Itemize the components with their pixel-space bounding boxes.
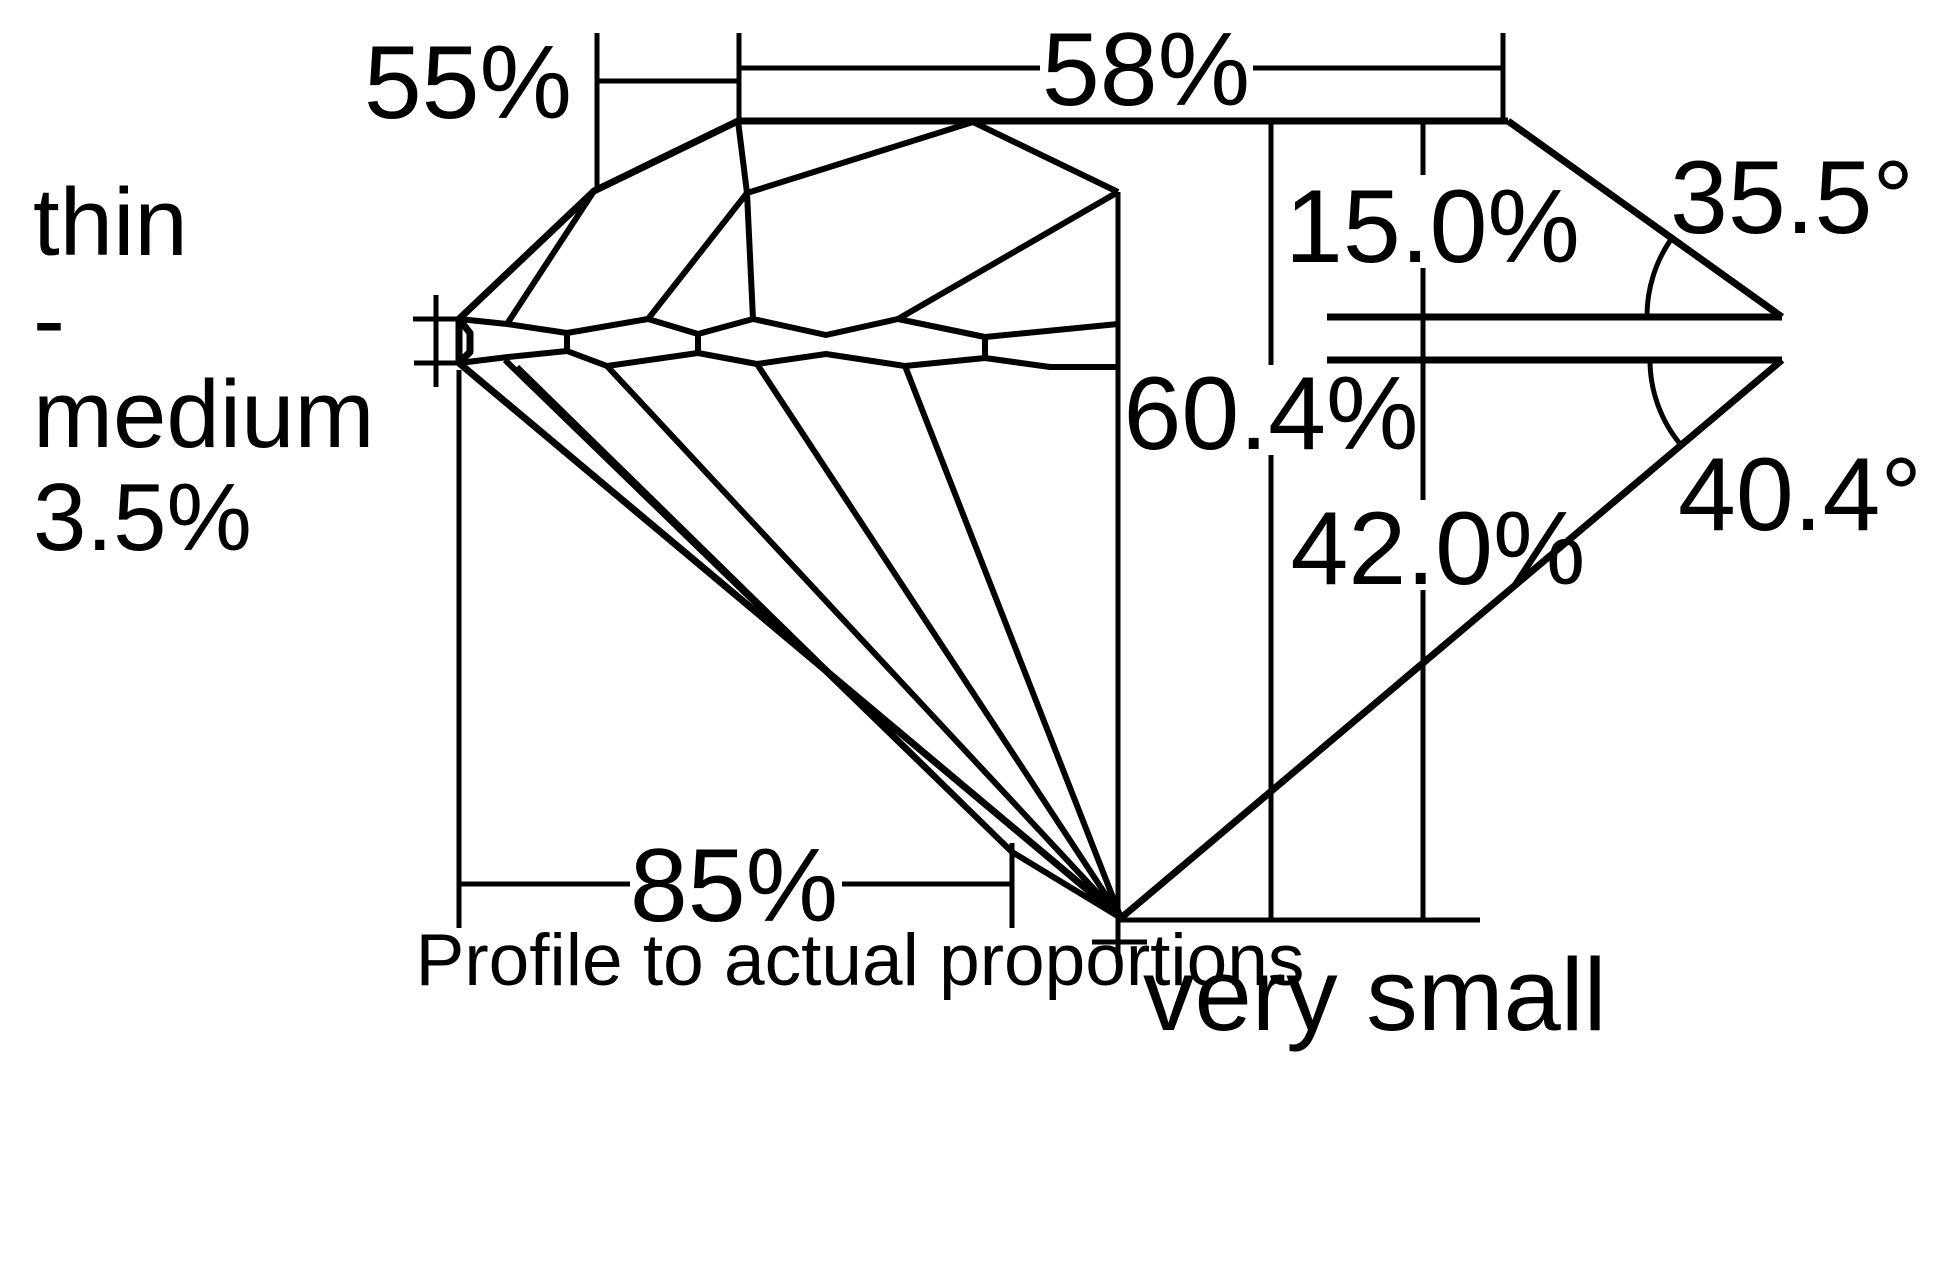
girdle-label-line3: medium — [33, 361, 374, 468]
crown-slope-right — [1505, 118, 1785, 320]
girdle-facet-band — [458, 316, 1119, 370]
table-width-label: 58% — [1042, 12, 1250, 128]
girdle-facet-ticks — [564, 333, 988, 358]
pavilion-main-edge-3 — [902, 364, 1124, 920]
lower-girdle-edge-pair-b — [514, 364, 1015, 855]
labels: 55% 58% 15.0% 35.5° 60.4% 42.0% 40.4° 85… — [33, 12, 1922, 1052]
crown-facet-edges — [504, 119, 1120, 326]
girdle-left-cap — [455, 316, 474, 366]
girdle-label-line4: 3.5% — [33, 464, 252, 571]
crown-angle-label: 35.5° — [1670, 140, 1914, 256]
pavilion-slope-right — [1118, 357, 1785, 921]
dimension-lines — [413, 33, 1683, 963]
pavilion-facet-edges — [502, 357, 1124, 921]
crown-edge-corner-drop — [735, 120, 750, 194]
diagram-caption: Profile to actual proportions — [416, 920, 1305, 1001]
pavilion-main-edge-2 — [754, 362, 1124, 920]
pavilion-angle-label: 40.4° — [1678, 437, 1922, 553]
crown-height-label: 15.0% — [1285, 169, 1580, 285]
lower-girdle-length-label: 85% — [630, 828, 838, 944]
crown-bezel-edge-3 — [504, 189, 597, 326]
girdle-label-line2: - — [33, 266, 65, 373]
girdle-bottom-zigzag — [458, 348, 1118, 370]
girdle-label-line1: thin — [33, 169, 188, 276]
crown-star-edge-1 — [746, 119, 974, 196]
crown-star-edge-2 — [971, 119, 1120, 195]
pavilion-depth-label: 42.0% — [1291, 491, 1586, 607]
culet-size-label: very small — [1143, 937, 1607, 1052]
crown-angle-arc — [1644, 236, 1675, 318]
lower-girdle-junction-to-culet — [1010, 849, 1123, 921]
total-depth-label: 60.4% — [1124, 356, 1419, 472]
girdle-top-zigzag — [458, 316, 1119, 340]
pavilion-main-edge-1 — [604, 363, 1124, 921]
crown-bezel-edge-2 — [744, 192, 756, 320]
crown-bezel-edge-1 — [645, 191, 750, 321]
girdle-thickness-ticks — [413, 295, 461, 387]
crown-bezel-edge-4 — [896, 189, 1120, 322]
pavilion-angle-arc — [1647, 359, 1683, 447]
star-length-label: 55% — [364, 25, 572, 141]
